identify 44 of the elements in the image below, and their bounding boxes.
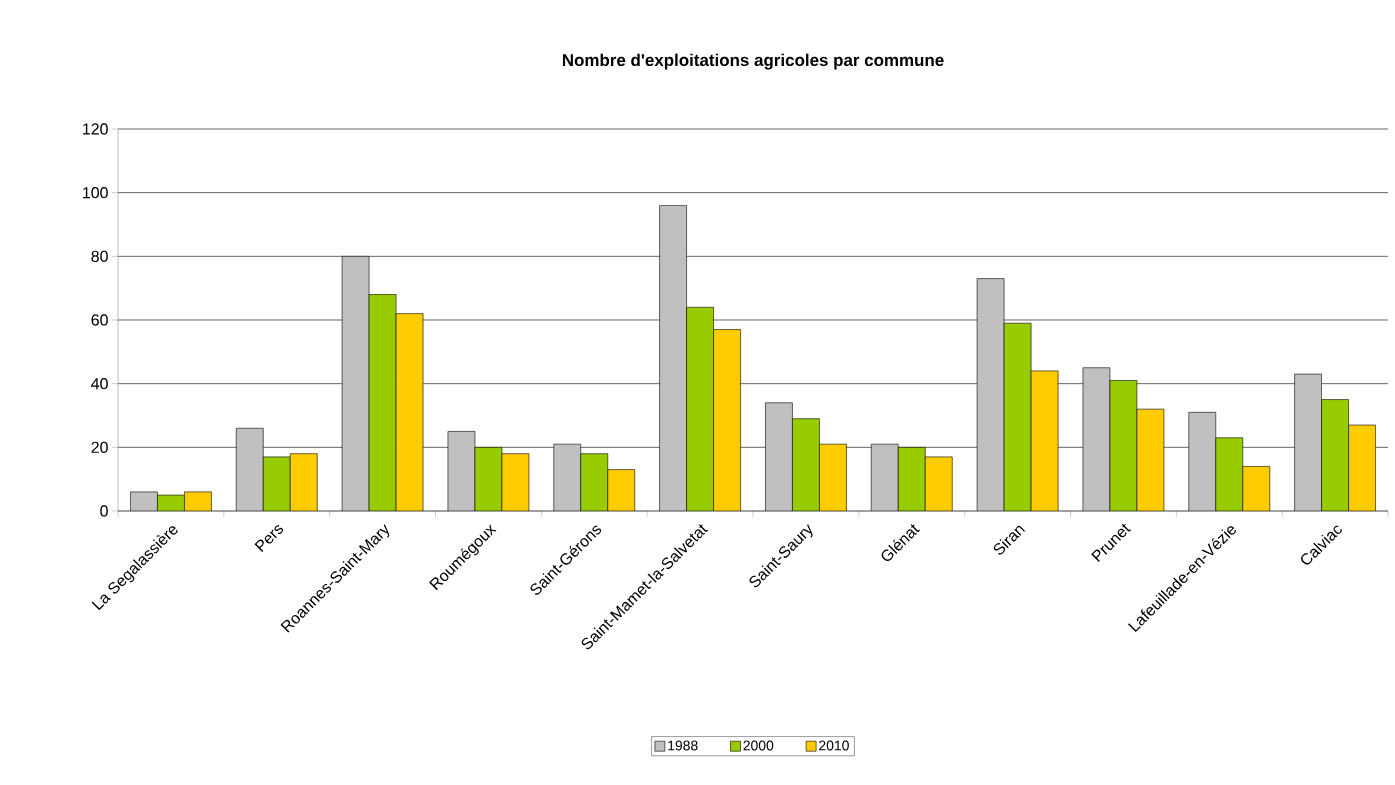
bar (1003, 322, 1032, 511)
bar (765, 402, 793, 511)
bar (501, 453, 530, 511)
chart-title: Nombre d'exploitations agricoles par commune (562, 53, 944, 70)
bar (1215, 437, 1244, 511)
y-tick-label: 80 (91, 250, 108, 262)
bar (1321, 399, 1349, 511)
bar (792, 418, 820, 511)
y-tick-label: 40 (91, 378, 108, 390)
bar (1294, 373, 1322, 511)
legend-label: 2010 (819, 740, 849, 751)
bar (368, 294, 397, 511)
legend-label: 1988 (668, 740, 698, 751)
bar (897, 447, 926, 511)
bar (474, 447, 503, 511)
bar (395, 313, 424, 511)
bar (1348, 424, 1376, 511)
bar (289, 453, 318, 511)
bar (713, 329, 741, 511)
bar (1030, 370, 1059, 511)
y-tick-label: 0 (100, 505, 108, 517)
bar (976, 278, 1005, 511)
y-tick-label: 60 (91, 314, 108, 326)
bar (447, 431, 476, 511)
y-tick-label: 20 (91, 441, 108, 453)
bar (1082, 367, 1111, 511)
bar (1136, 408, 1165, 511)
bar (607, 469, 636, 511)
bar (341, 256, 370, 511)
bar (1188, 412, 1217, 511)
bar (870, 443, 899, 511)
legend-label: 2000 (743, 740, 774, 751)
bar (659, 205, 687, 511)
bar (1242, 466, 1271, 511)
bar (580, 453, 609, 511)
bar (262, 456, 291, 511)
y-tick-label: 120 (83, 123, 108, 135)
bar (235, 427, 264, 511)
bar (553, 443, 582, 511)
bar (819, 443, 847, 511)
y-tick-label: 100 (83, 187, 108, 199)
bar (1109, 380, 1138, 511)
bar (686, 306, 714, 511)
bar (924, 456, 953, 511)
